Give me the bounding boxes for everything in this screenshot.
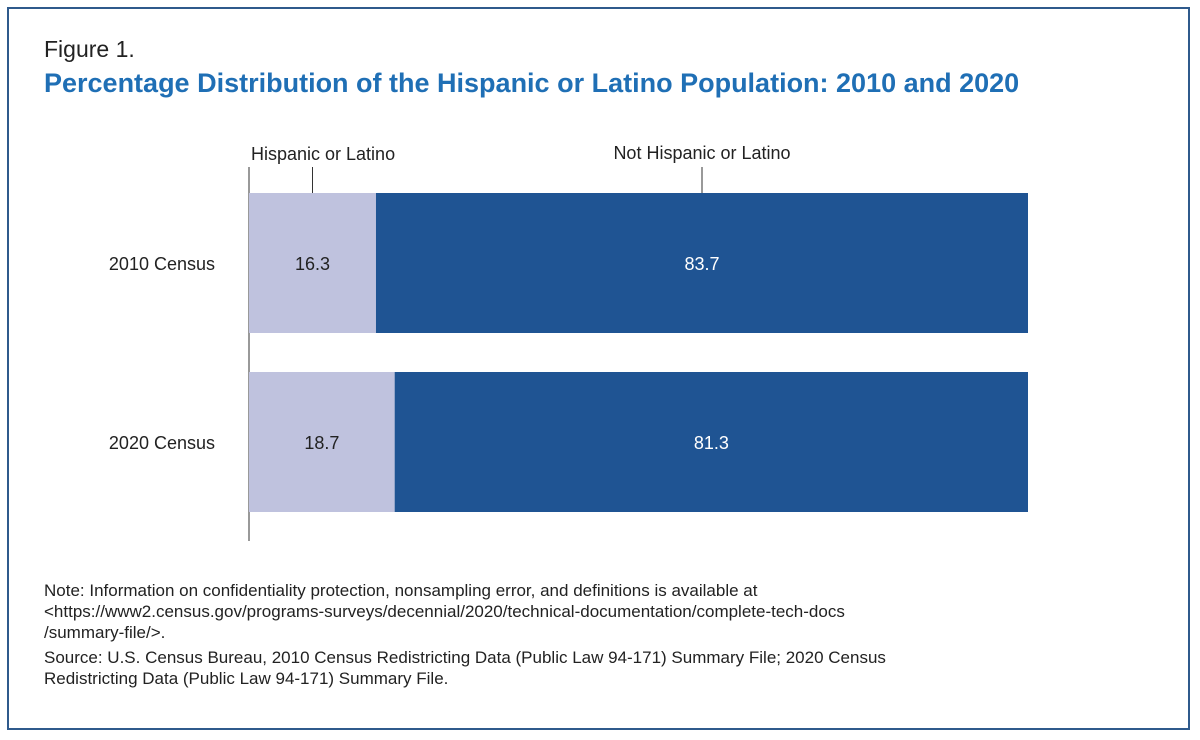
series-legend-label: Not Hispanic or Latino — [613, 143, 790, 163]
note-line: Note: Information on confidentiality pro… — [44, 581, 758, 600]
bar-segment-hispanic — [249, 372, 395, 512]
bar-value-label: 18.7 — [304, 433, 339, 453]
note-url-line: /summary-file/>. — [44, 623, 166, 642]
figure-label: Figure 1. — [44, 36, 135, 62]
figure-frame — [7, 7, 1190, 730]
bar-value-label: 83.7 — [684, 254, 719, 274]
category-label: 2010 Census — [109, 254, 215, 274]
bar-segment-not-hispanic — [394, 372, 1029, 512]
bar-segment-not-hispanic — [375, 193, 1028, 333]
series-legend-label: Hispanic or Latino — [251, 144, 395, 164]
notes-block: Note: Information on confidentiality pro… — [44, 580, 1154, 693]
source-line: Source: U.S. Census Bureau, 2010 Census … — [44, 648, 886, 667]
note-url-line: <https://www2.census.gov/programs-survey… — [44, 602, 845, 621]
bar-segment-hispanic — [249, 193, 376, 333]
note-text: Note: Information on confidentiality pro… — [44, 580, 1154, 643]
category-label: 2020 Census — [109, 433, 215, 453]
source-line: Redistricting Data (Public Law 94-171) S… — [44, 669, 449, 688]
bar-value-label: 81.3 — [694, 433, 729, 453]
chart-title: Percentage Distribution of the Hispanic … — [44, 68, 1020, 98]
source-text: Source: U.S. Census Bureau, 2010 Census … — [44, 647, 1154, 689]
bar-value-label: 16.3 — [295, 254, 330, 274]
